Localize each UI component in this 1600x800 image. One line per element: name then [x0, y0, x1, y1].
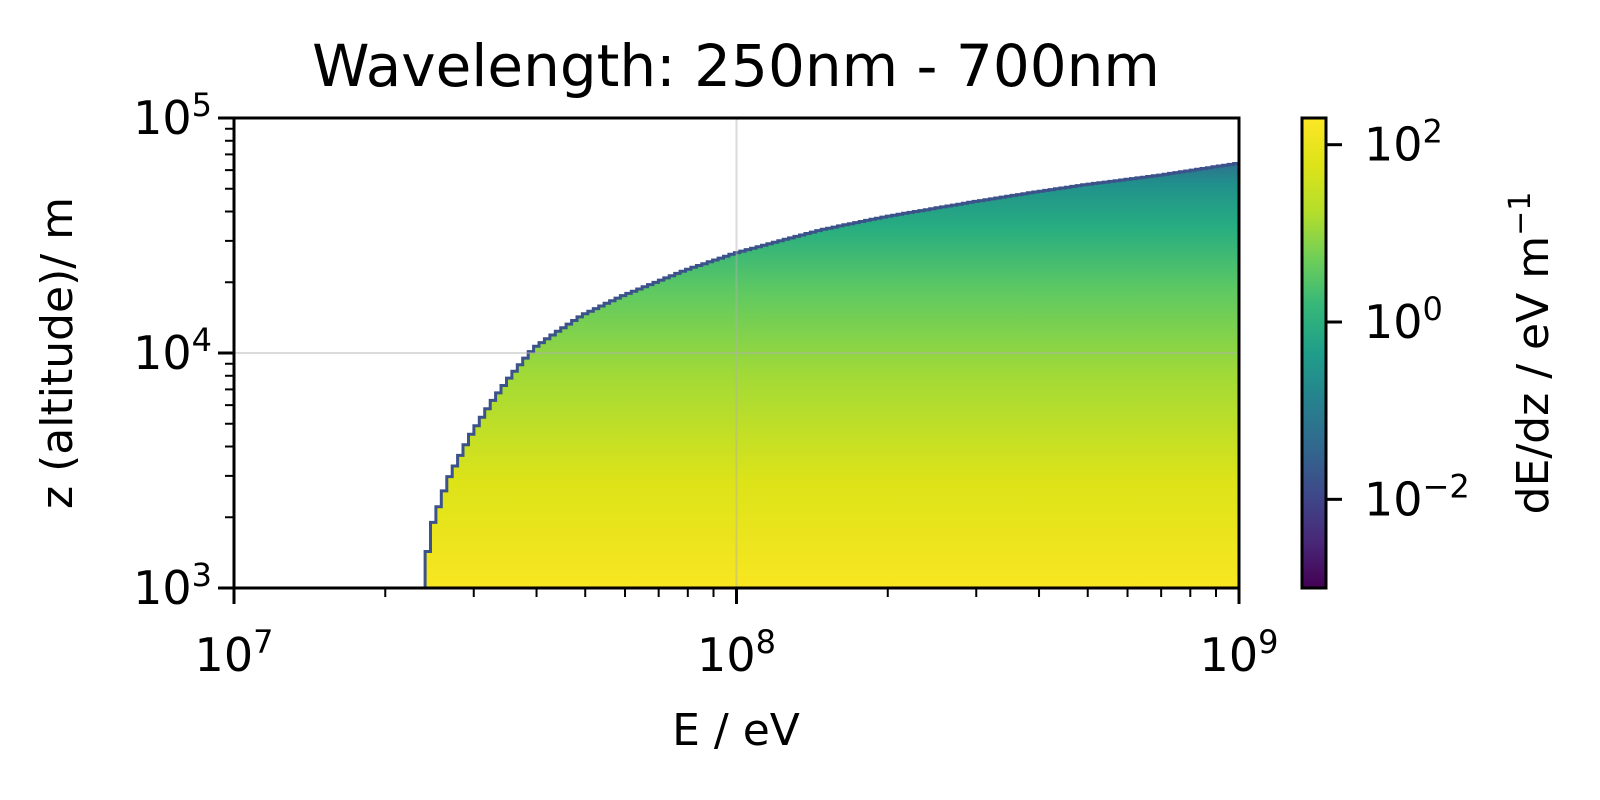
x-axis: 107 108 109: [195, 588, 1279, 682]
colorbar-tick-label: 10−2: [1364, 467, 1470, 526]
heatmap-edge: [423, 162, 1239, 588]
colorbar: [1300, 116, 1328, 590]
y-tick-label: 103: [133, 556, 212, 615]
x-axis-label: E / eV: [672, 705, 800, 756]
colorbar-label-main: dE/dz / eV m: [1508, 236, 1559, 514]
y-axis-label: z (altitude)/ m: [32, 197, 83, 509]
heatmap-area: [423, 162, 1239, 588]
colorbar-tick-label: 102: [1364, 113, 1443, 172]
heatmap-region: [425, 163, 1239, 588]
y-tick-label: 105: [133, 86, 212, 145]
x-tick-label: 108: [697, 623, 776, 682]
colorbar-axis: 10−2 100 102: [1326, 113, 1470, 526]
grid-lines: [234, 118, 1239, 588]
y-tick-label: 104: [133, 321, 212, 380]
colorbar-label: dE/dz / eV m−1: [1503, 192, 1559, 515]
x-tick-label: 109: [1200, 623, 1279, 682]
colorbar-label-exp: −1: [1503, 192, 1538, 236]
x-tick-label: 107: [195, 623, 274, 682]
chart-title: Wavelength: 250nm - 700nm: [312, 32, 1160, 100]
colorbar-tick-label: 100: [1364, 290, 1443, 349]
y-axis: 103 104 105: [133, 86, 234, 615]
